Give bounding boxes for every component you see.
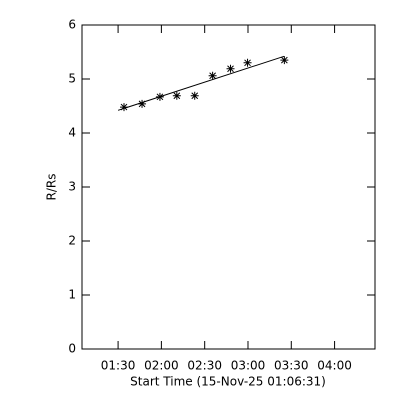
plot-frame: [81, 24, 376, 350]
y-tick-label: 4: [68, 126, 76, 140]
data-point: [172, 91, 181, 100]
data-point: [226, 64, 235, 73]
x-tick-label: 03:30: [274, 359, 309, 373]
y-tick-label: 3: [68, 180, 76, 194]
y-tick-label: 5: [68, 72, 76, 86]
x-tick-label: 01:30: [101, 359, 136, 373]
data-point: [280, 56, 289, 65]
y-tick-label: 2: [68, 234, 76, 248]
fit-line: [117, 55, 285, 111]
data-point: [190, 91, 199, 100]
y-tick-label: 0: [68, 342, 76, 356]
x-tick-label: 02:30: [187, 359, 222, 373]
y-axis-label: R/Rs: [45, 174, 59, 201]
x-tick-label: 04:00: [317, 359, 352, 373]
x-tick-label: 02:00: [144, 359, 179, 373]
data-point: [120, 103, 129, 112]
data-point: [138, 99, 147, 108]
y-tick-label: 1: [68, 288, 76, 302]
data-point: [208, 71, 217, 80]
y-tick-label: 6: [68, 18, 76, 32]
data-point: [155, 92, 164, 101]
data-point: [243, 58, 252, 67]
x-tick-label: 03:00: [231, 359, 266, 373]
x-axis-label: Start Time (15-Nov-25 01:06:31): [130, 375, 326, 389]
